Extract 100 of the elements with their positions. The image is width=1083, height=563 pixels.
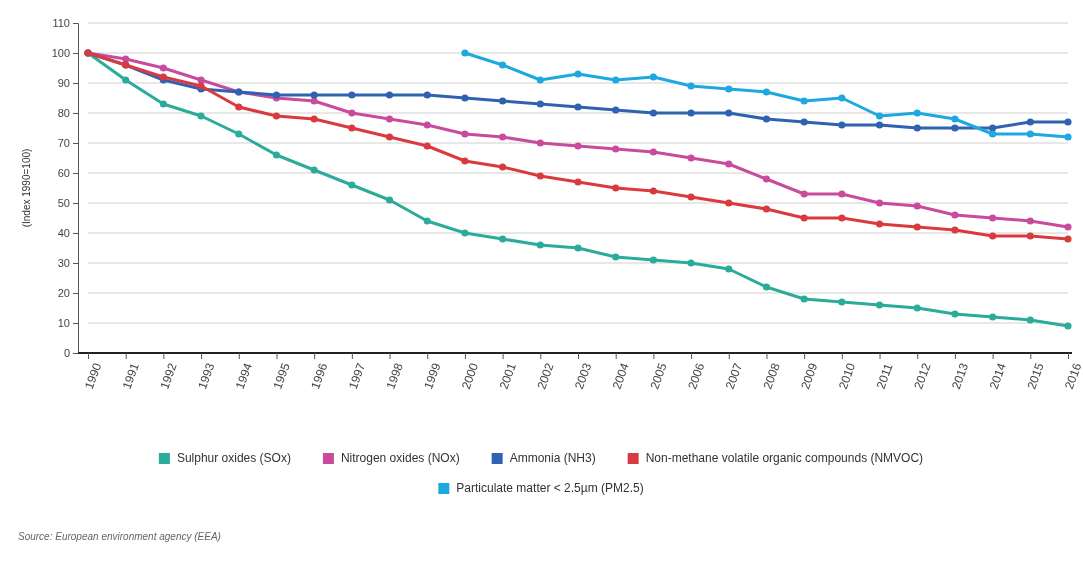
x-tick-label: 1999 <box>421 360 444 392</box>
point <box>612 145 620 153</box>
point <box>913 202 921 210</box>
point <box>159 100 167 108</box>
point <box>1064 118 1072 126</box>
point <box>235 103 243 111</box>
point <box>159 64 167 72</box>
point <box>875 220 884 228</box>
point <box>800 97 808 105</box>
legend-label: Nitrogen oxides (NOx) <box>340 451 460 465</box>
point <box>122 55 130 63</box>
point <box>725 265 733 273</box>
point <box>574 103 582 111</box>
point <box>762 283 771 291</box>
point <box>687 109 695 117</box>
point <box>348 91 356 99</box>
x-tick-label: 1996 <box>308 360 331 392</box>
point <box>838 214 846 222</box>
point <box>762 205 771 213</box>
x-tick-label: 1998 <box>383 360 406 392</box>
y-tick-label: 30 <box>57 257 70 270</box>
y-tick-label: 110 <box>52 17 70 30</box>
point <box>725 109 733 117</box>
point <box>461 130 469 138</box>
point <box>574 178 582 186</box>
point <box>499 97 507 105</box>
point <box>762 88 771 96</box>
source-note: Source: European environment agency (EEA) <box>18 531 221 542</box>
point <box>499 61 507 69</box>
point <box>800 295 808 303</box>
point <box>310 91 318 99</box>
y-tick-label: 20 <box>57 287 70 300</box>
point <box>536 241 544 249</box>
point <box>461 157 469 165</box>
x-tick-label: 2005 <box>647 360 670 392</box>
point <box>461 229 469 237</box>
point <box>989 232 997 240</box>
point <box>461 94 469 102</box>
x-tick-label: 2004 <box>609 360 633 392</box>
x-tick-label: 2010 <box>835 360 859 392</box>
point <box>800 190 808 198</box>
point <box>1064 223 1072 231</box>
x-tick-label: 2016 <box>1062 360 1083 392</box>
point <box>423 142 431 150</box>
point <box>725 85 733 93</box>
x-tick-label: 2008 <box>760 360 783 392</box>
legend-label: Non-methane volatile organic compounds (NMVOC) <box>645 451 924 465</box>
point <box>1026 217 1034 225</box>
point <box>1026 130 1034 138</box>
legend-label: Ammonia (NH3) <box>509 451 596 465</box>
x-tick-label: 1995 <box>270 360 293 392</box>
point <box>1026 316 1034 324</box>
point <box>1026 232 1034 240</box>
point <box>122 76 130 84</box>
point <box>687 154 695 162</box>
point <box>1064 133 1072 141</box>
x-tick-label: 2000 <box>458 360 482 392</box>
y-tick-label: 90 <box>57 77 70 90</box>
point <box>385 133 394 141</box>
y-tick-label: 70 <box>57 137 70 150</box>
point <box>348 124 356 132</box>
x-tick-label: 2003 <box>572 360 595 392</box>
y-tick-label: 0 <box>63 347 70 360</box>
point <box>612 253 620 261</box>
x-tick-label: 2009 <box>798 360 821 392</box>
point <box>800 118 808 126</box>
point <box>310 166 318 174</box>
x-tick-label: 1991 <box>119 360 143 392</box>
point <box>574 70 582 78</box>
point <box>197 112 205 120</box>
point <box>235 130 243 138</box>
x-tick-label: 1992 <box>157 360 180 392</box>
point <box>875 199 884 207</box>
point <box>838 94 846 102</box>
y-axis-title: (Index 1990=100) <box>21 148 32 228</box>
x-tick-label: 1990 <box>82 360 105 392</box>
point <box>612 184 620 192</box>
point <box>687 193 695 201</box>
point <box>385 91 394 99</box>
point <box>989 130 997 138</box>
x-tick-label: 1993 <box>195 360 218 392</box>
point <box>989 214 997 222</box>
point <box>725 160 733 168</box>
point <box>348 181 356 189</box>
point <box>536 139 544 147</box>
point <box>310 115 318 123</box>
point <box>499 235 507 243</box>
point <box>913 223 921 231</box>
y-tick-label: 60 <box>57 167 70 180</box>
point <box>951 124 959 132</box>
point <box>951 226 959 234</box>
point <box>348 109 356 117</box>
point <box>499 133 507 141</box>
point <box>913 109 921 117</box>
y-tick-label: 80 <box>57 107 70 120</box>
x-tick-label: 2013 <box>948 360 972 392</box>
point <box>1026 118 1034 126</box>
x-tick-label: 2012 <box>911 360 934 392</box>
point <box>423 121 431 129</box>
point <box>536 172 544 180</box>
